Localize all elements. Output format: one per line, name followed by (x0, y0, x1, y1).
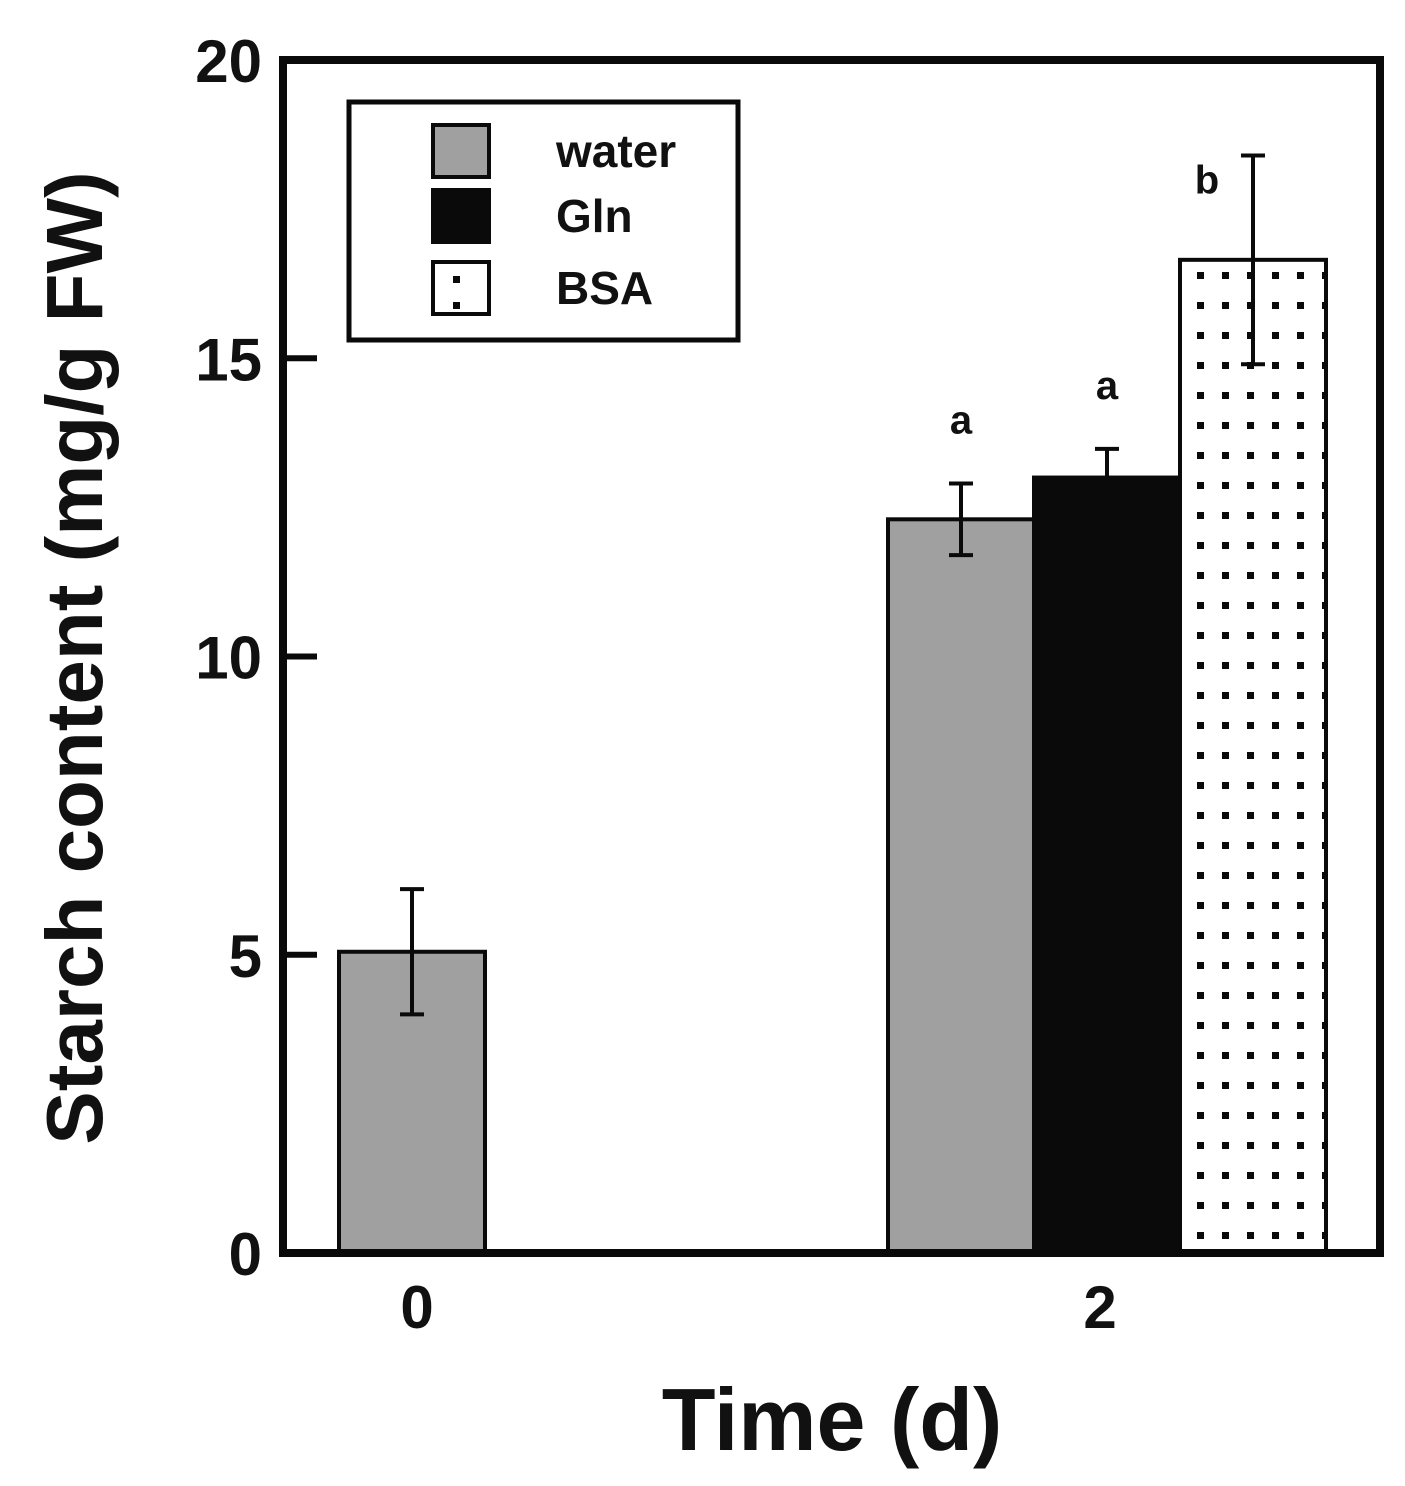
y-tick-label-0: 0 (229, 1221, 262, 1288)
plot-area: a a b 0 5 10 15 20 0 2 (195, 28, 1384, 1341)
legend-swatch-water (431, 123, 491, 179)
bar-water-day-2 (886, 517, 1036, 1255)
legend-swatch-gln (431, 188, 491, 244)
significance-letter-bsa: b (1195, 158, 1219, 202)
y-tick-label-15: 15 (195, 326, 262, 393)
y-tick-label-20: 20 (195, 28, 262, 95)
y-tick-label-5: 5 (229, 923, 262, 990)
legend: water Gln BSA (346, 99, 741, 343)
x-axis-title: Time (d) (662, 1370, 1003, 1469)
y-tick-label-10: 10 (195, 625, 262, 692)
y-axis-title: Starch content (mg/g FW) (30, 171, 119, 1144)
x-tick-label-0: 0 (400, 1274, 433, 1341)
legend-box (346, 99, 741, 343)
bar-bsa-day-2 (1178, 257, 1328, 1255)
legend-swatch-bsa (431, 260, 491, 316)
bar-gln-day-2 (1032, 475, 1182, 1255)
legend-label-water: water (555, 125, 676, 177)
legend-label-gln: Gln (556, 190, 633, 242)
significance-letter-water: a (950, 399, 973, 443)
significance-letter-gln: a (1096, 364, 1119, 408)
x-tick-label-2: 2 (1083, 1274, 1116, 1341)
legend-label-bsa: BSA (556, 262, 653, 314)
